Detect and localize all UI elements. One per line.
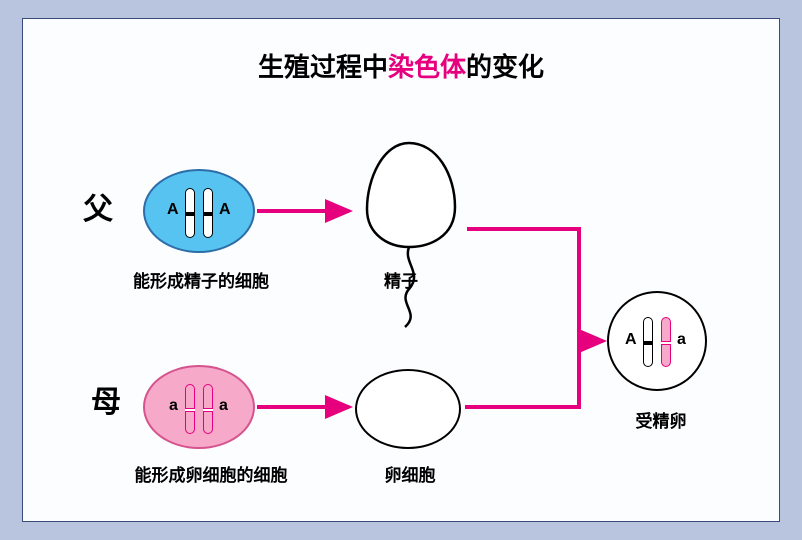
diagram-panel: 生殖过程中染色体的变化 父 母 A A 能形成精子的细胞 a a 能形成卵细胞的… xyxy=(22,18,780,522)
arrows xyxy=(23,19,781,523)
